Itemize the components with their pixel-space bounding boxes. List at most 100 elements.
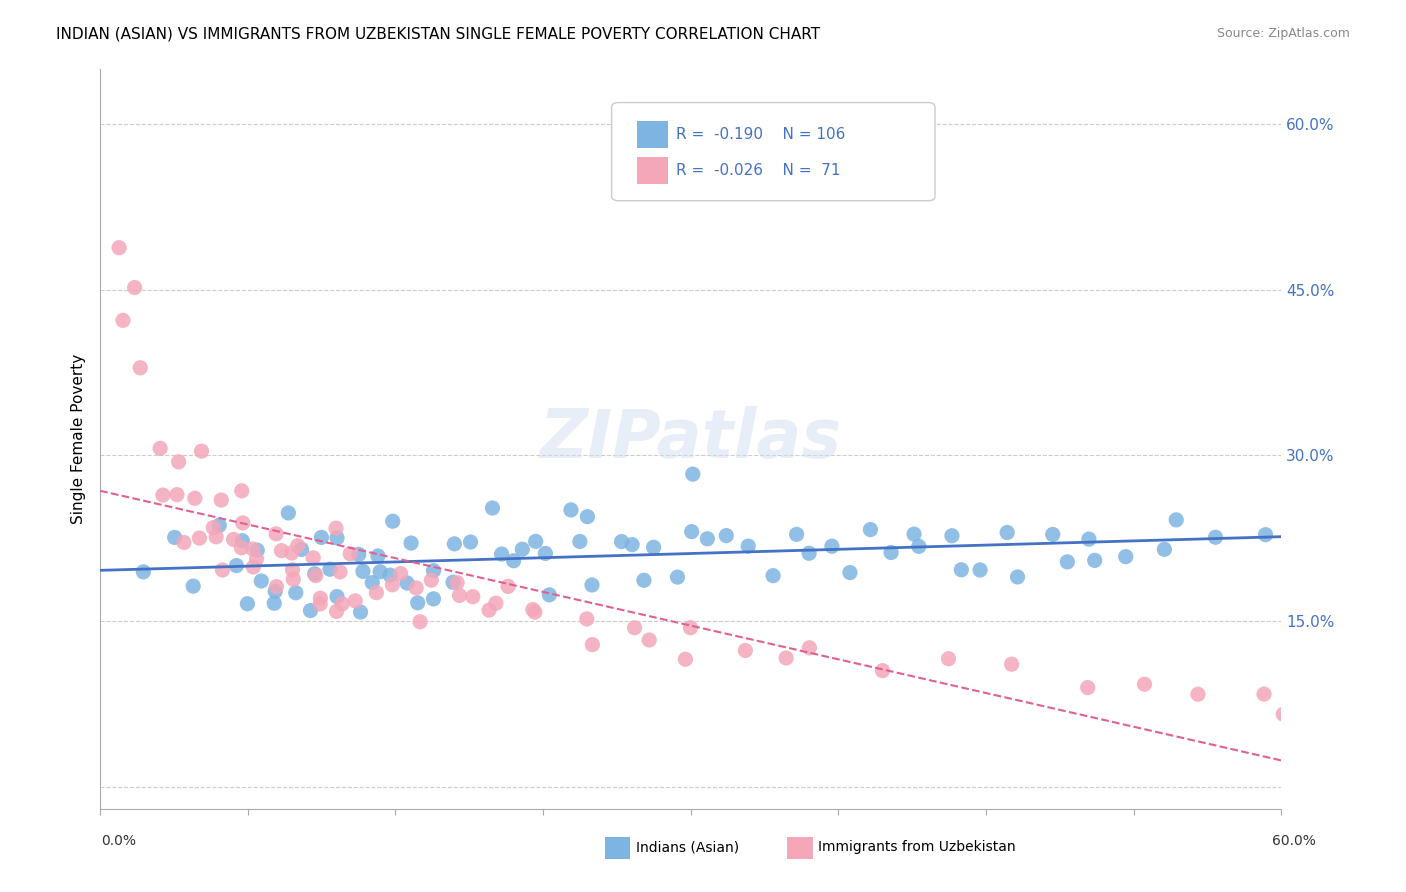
Point (304, 566, 326, 581)
Point (633, 574, 655, 588)
Point (368, 565, 391, 579)
Point (534, 546, 557, 560)
Point (422, 564, 444, 578)
Point (446, 575, 468, 590)
Point (352, 565, 374, 579)
Point (1077, 681, 1099, 695)
Point (623, 621, 645, 635)
Text: 0.0%: 0.0% (101, 834, 136, 848)
Point (681, 524, 703, 539)
Point (263, 596, 285, 610)
Point (349, 605, 371, 619)
Point (1007, 570, 1029, 584)
Point (1272, 707, 1295, 722)
Point (163, 530, 186, 544)
Point (449, 589, 471, 603)
Point (859, 523, 882, 537)
Point (762, 568, 785, 582)
Point (305, 568, 328, 582)
Point (319, 562, 342, 576)
Point (538, 588, 561, 602)
Point (420, 573, 443, 587)
Point (231, 533, 253, 548)
Point (209, 493, 232, 508)
Point (872, 664, 894, 678)
Point (231, 483, 253, 498)
Point (329, 565, 352, 579)
Point (152, 488, 174, 502)
Point (325, 521, 347, 535)
Point (381, 514, 404, 528)
Point (281, 563, 304, 577)
Point (205, 530, 228, 544)
Point (510, 542, 533, 557)
Point (737, 539, 759, 553)
Point (124, 280, 146, 294)
Point (188, 531, 211, 545)
Point (1077, 532, 1099, 546)
Point (339, 547, 361, 561)
Point (481, 501, 503, 516)
Point (734, 643, 756, 657)
Point (682, 467, 704, 482)
Point (311, 530, 333, 544)
Point (132, 565, 155, 579)
Point (287, 539, 309, 553)
Point (190, 444, 212, 458)
Point (666, 570, 689, 584)
Text: 60.0%: 60.0% (1272, 834, 1316, 848)
Point (184, 491, 207, 506)
Point (284, 586, 307, 600)
Point (309, 591, 332, 606)
Point (222, 533, 245, 547)
Point (173, 535, 195, 549)
Point (576, 509, 599, 524)
Text: Indians (Asian): Indians (Asian) (636, 840, 738, 855)
Point (208, 518, 231, 533)
Text: ZIPatlas: ZIPatlas (540, 406, 842, 472)
Point (903, 527, 925, 541)
Point (907, 540, 929, 554)
Point (950, 563, 973, 577)
Point (280, 546, 302, 560)
Point (245, 552, 267, 566)
Point (679, 621, 702, 635)
Point (242, 560, 264, 574)
Point (1205, 530, 1227, 544)
Point (560, 503, 582, 517)
Point (283, 572, 305, 586)
Point (277, 506, 299, 520)
Point (422, 591, 444, 606)
Point (461, 590, 484, 604)
Point (202, 520, 225, 534)
Point (242, 541, 264, 556)
Point (839, 566, 862, 580)
Point (1056, 555, 1078, 569)
Text: R =  -0.190    N = 106: R = -0.190 N = 106 (676, 128, 845, 142)
Point (111, 313, 134, 327)
Point (378, 568, 401, 582)
Point (821, 539, 844, 553)
Text: Immigrants from Uzbekistan: Immigrants from Uzbekistan (818, 840, 1017, 855)
Point (211, 563, 233, 577)
Point (266, 580, 288, 594)
Point (149, 442, 172, 456)
Point (1001, 657, 1024, 672)
Point (581, 578, 603, 592)
Point (441, 575, 464, 590)
Point (786, 527, 808, 541)
Point (496, 579, 519, 593)
Point (1042, 527, 1064, 541)
Y-axis label: Single Female Poverty: Single Female Poverty (72, 353, 86, 524)
Point (302, 550, 325, 565)
Point (485, 596, 508, 610)
Point (995, 525, 1018, 540)
Point (225, 558, 247, 573)
Point (941, 529, 963, 543)
Point (524, 534, 547, 549)
Point (330, 597, 353, 611)
Point (325, 604, 347, 618)
Point (381, 578, 404, 592)
Point (264, 526, 287, 541)
Point (167, 455, 190, 469)
